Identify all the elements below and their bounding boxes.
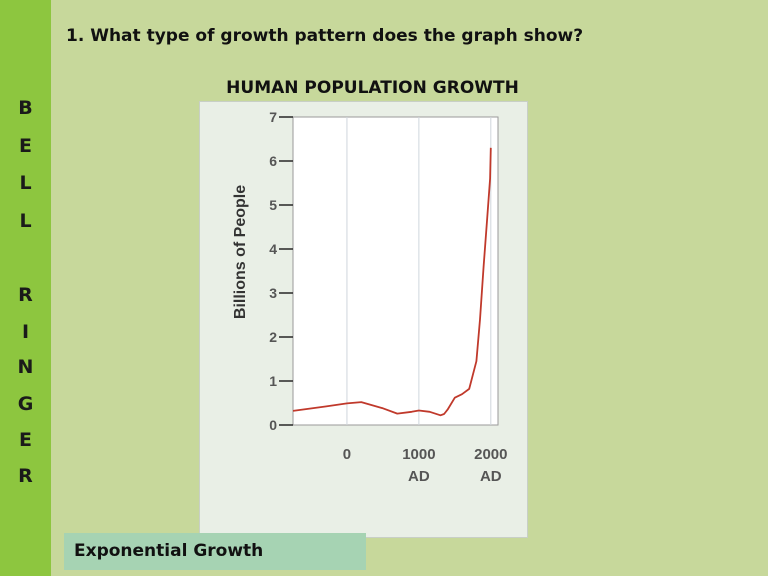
sidebar-letter: L (19, 210, 32, 232)
chart-title: HUMAN POPULATION GROWTH (226, 78, 519, 98)
x-tick-label: AD (408, 468, 430, 485)
sidebar-letter: G (17, 393, 34, 415)
sidebar-letter: R (18, 284, 33, 306)
chart-panel: 0 1 2 3 4 5 6 7 0 1000 AD 2000 AD Billions of People (199, 101, 528, 538)
answer-text: Exponential Growth (74, 541, 264, 561)
y-tick-label: 5 (269, 197, 277, 213)
sidebar-letter: N (17, 356, 34, 378)
sidebar-letter: B (18, 97, 33, 119)
plot-area (292, 116, 499, 426)
sidebar-letter: E (19, 135, 32, 157)
sidebar-letter: R (18, 465, 33, 487)
y-tick-label: 2 (269, 329, 277, 345)
x-tick-label: 0 (343, 446, 351, 463)
y-tick-label: 7 (269, 109, 277, 125)
population-line (292, 147, 492, 417)
answer-box: Exponential Growth (64, 533, 366, 570)
bell-ringer-sidebar (0, 0, 51, 576)
y-tick-label: 0 (269, 417, 277, 433)
sidebar-letter: E (19, 429, 32, 451)
x-tick-label: 2000 (474, 446, 507, 463)
sidebar-letter: L (19, 172, 32, 194)
x-tick-label: AD (480, 468, 502, 485)
sidebar-letter: I (21, 321, 30, 343)
y-tick-label: 1 (269, 373, 277, 389)
x-tick-label: 1000 (402, 446, 435, 463)
y-tick-label: 3 (269, 285, 277, 301)
y-tick-label: 6 (269, 153, 277, 169)
question-text: 1. What type of growth pattern does the … (66, 26, 584, 46)
y-tick-label: 4 (269, 241, 277, 257)
population-chart: 0 1 2 3 4 5 6 7 0 1000 AD 2000 AD Billions of People (232, 109, 507, 485)
y-axis-label: Billions of People (232, 185, 249, 319)
